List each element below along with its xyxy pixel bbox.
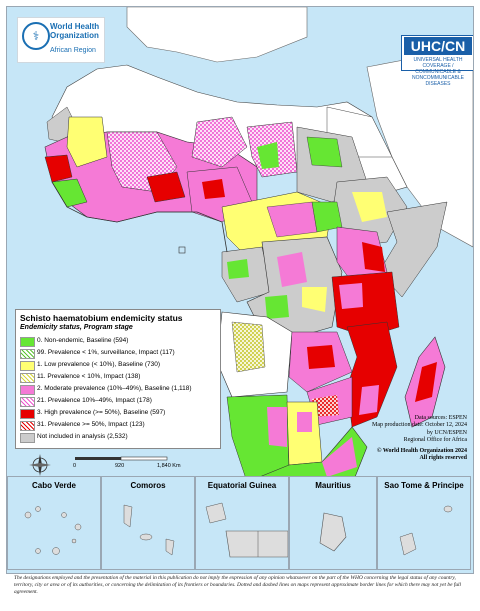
south-sudan-green	[311, 201, 343, 233]
gabon-green	[227, 259, 249, 279]
legend-swatch	[20, 397, 35, 407]
sao-tome-marker	[178, 246, 186, 254]
legend-label: 3. High prevalence (>= 50%), Baseline (5…	[37, 409, 166, 416]
ethiopia-yellow	[352, 192, 387, 222]
who-logo: ⚕ World Health Organization African Regi…	[17, 17, 105, 63]
compass-rose-icon	[29, 454, 51, 476]
namibia-pink	[267, 407, 287, 447]
niger-hatch	[191, 116, 248, 168]
south-africa-pink	[322, 437, 357, 477]
legend-swatch	[20, 373, 35, 383]
drc-green	[265, 295, 289, 319]
who-org-name: World Health Organization	[50, 22, 100, 40]
nigeria-red-patch	[202, 179, 225, 199]
inset-comoros: Comoros	[101, 476, 195, 570]
botswana-pink	[297, 412, 312, 432]
credits-source: Data sources: ESPEN	[414, 415, 467, 421]
inset-mauritius: Mauritius	[289, 476, 377, 570]
burkina-red	[146, 171, 186, 203]
map-frame: ⚕ World Health Organization African Regi…	[6, 6, 474, 574]
who-region: African Region	[50, 47, 96, 54]
legend-swatch	[20, 409, 35, 419]
mauritania-yellow	[66, 116, 108, 168]
legend-subtitle: Endemicity status, Program stage	[20, 324, 133, 331]
scale-bar: 0 920 1,840 Km	[73, 455, 193, 475]
cabo-verde-islands	[24, 506, 82, 555]
legend-label: 11. Prevalence < 10%, Impact (138)	[37, 373, 141, 380]
scale-tick-2: 1,840 Km	[157, 463, 181, 469]
scale-tick-1: 920	[115, 463, 125, 469]
inset-title: Equatorial Guinea	[207, 481, 277, 490]
madagascar-red	[415, 362, 437, 402]
comoros-islands	[123, 504, 175, 556]
inset-equatorial-guinea: Equatorial Guinea	[195, 476, 289, 570]
legend-swatch	[20, 421, 35, 431]
zimbabwe-hatch	[312, 395, 339, 417]
malawi-mozambique	[346, 321, 398, 428]
legend-swatch	[20, 385, 35, 395]
senegal-red	[44, 154, 73, 183]
somalia	[378, 201, 448, 298]
legend-label: 99. Prevalence < 1%, surveillance, Impac…	[37, 349, 175, 356]
inset-maps: Cabo Verde Comoros Equatorial Guinea Mau…	[7, 476, 471, 570]
sao-tome-islands	[399, 505, 453, 556]
africa-map	[44, 7, 473, 523]
credits-rights: All rights reserved	[419, 455, 467, 462]
legend-label: Not included in analysis (2,532)	[37, 433, 128, 440]
credits-copyright: © World Health Organization 2024	[376, 448, 467, 455]
scale-tick-0: 0	[73, 463, 77, 469]
coastline	[51, 181, 228, 253]
legend-swatch	[20, 337, 35, 347]
legend-label: 0. Non-endemic, Baseline (594)	[37, 337, 129, 344]
inset-cabo-verde: Cabo Verde	[7, 476, 101, 570]
scale-bar-graphic	[75, 456, 168, 461]
legend-label: 2. Moderate prevalence (10%–49%), Baseli…	[37, 385, 192, 392]
legend-label: 31. Prevalence >= 50%, Impact (123)	[37, 421, 145, 428]
angola-hatch	[231, 321, 266, 373]
chad-green	[257, 142, 279, 169]
legend-swatch	[20, 361, 35, 371]
inset-title: Sao Tome & Principe	[384, 481, 464, 490]
legend-label: 1. Low prevalence (< 10%), Baseline (730…	[37, 361, 161, 368]
uhc-logo-text: UHC/CN	[404, 37, 472, 55]
zambia-red	[307, 345, 335, 369]
kenya-red	[362, 242, 385, 272]
credits-office: Regional Office for Africa	[403, 436, 467, 443]
who-emblem-icon: ⚕	[22, 22, 50, 50]
inset-title: Cabo Verde	[31, 481, 76, 490]
legend-swatch	[20, 349, 35, 359]
drc-yellow	[302, 287, 327, 312]
legend: Schisto haematobium endemicity status En…	[15, 309, 221, 449]
equatorial-guinea-shape	[205, 502, 288, 558]
credits-author: by UCN/ESPEN	[426, 429, 467, 436]
inset-title: Mauritius	[315, 481, 351, 490]
legend-label: 21. Prevalence 10%–49%, Impact (178)	[37, 397, 152, 404]
credits: Data sources: ESPEN Map production date:…	[359, 415, 467, 463]
uhc-logo-sub: UNIVERSAL HEALTH COVERAGE / COMMUNICABLE…	[412, 57, 464, 87]
inset-sao-tome: Sao Tome & Principe	[377, 476, 471, 570]
mauritius-island	[319, 512, 347, 552]
sudan-green	[306, 136, 343, 168]
botswana	[286, 401, 323, 466]
uhc-logo: UHC/CN UNIVERSAL HEALTH COVERAGE / COMMU…	[401, 35, 473, 87]
mozambique-pink	[359, 385, 379, 415]
europe-landmass	[126, 7, 308, 63]
credits-date: Map production date: October 12, 2024	[372, 422, 467, 429]
inset-title: Comoros	[130, 481, 166, 490]
drc-pink-patches	[277, 252, 307, 287]
disclaimer: The designations employed and the presen…	[14, 575, 462, 595]
tanzania-pink	[339, 283, 363, 309]
legend-swatch	[20, 433, 35, 443]
legend-title: Schisto haematobium endemicity status	[20, 313, 183, 323]
